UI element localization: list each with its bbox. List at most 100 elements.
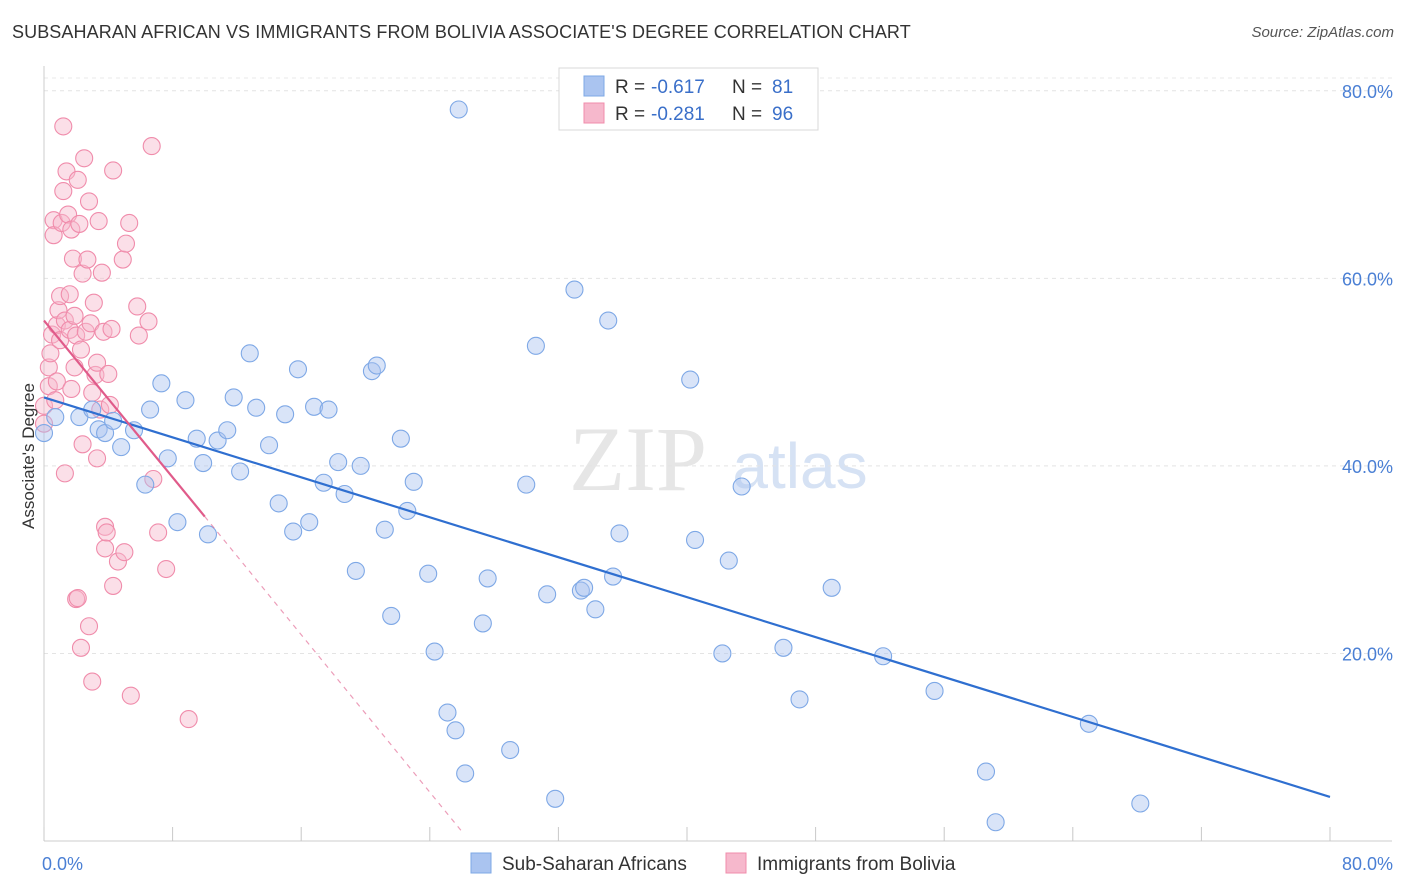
point-bolivia [41, 344, 60, 363]
point-sub-saharan [305, 397, 324, 416]
point-bolivia [142, 137, 161, 156]
point-sub-saharan [526, 336, 545, 355]
point-sub-saharan [565, 280, 584, 299]
point-sub-saharan [367, 356, 386, 375]
point-bolivia [73, 435, 92, 454]
point-sub-saharan [276, 405, 295, 424]
trend-line-sub-saharan [43, 396, 1331, 798]
point-bolivia [108, 552, 127, 571]
point-sub-saharan [586, 600, 605, 619]
point-sub-saharan [346, 561, 365, 580]
legend-n-label-1: N = [732, 77, 762, 98]
point-sub-saharan [176, 391, 195, 410]
watermark: ZIP atlas [569, 408, 868, 510]
x-tick-label-min: 0.0% [42, 854, 83, 874]
point-sub-saharan [419, 564, 438, 583]
legend-r-value-1: -0.617 [651, 77, 705, 98]
point-sub-saharan [168, 513, 187, 532]
point-bolivia [34, 396, 54, 415]
legend-swatch-blue [583, 75, 605, 97]
point-bolivia [104, 576, 123, 595]
point-sub-saharan [194, 454, 213, 473]
point-sub-saharan [446, 721, 465, 740]
point-sub-saharan [46, 408, 65, 427]
point-bolivia [92, 263, 111, 282]
point-sub-saharan [546, 789, 565, 808]
legend-r-label-1: R = [615, 77, 645, 98]
legend-n-value-1: 81 [772, 77, 793, 98]
point-bolivia [54, 117, 73, 136]
point-sub-saharan [571, 581, 590, 600]
bottom-legend: Sub-Saharan Africans Immigrants from Bol… [470, 852, 956, 875]
point-sub-saharan [198, 525, 218, 544]
point-sub-saharan [790, 690, 809, 709]
point-bolivia [83, 672, 102, 691]
point-sub-saharan [362, 362, 381, 381]
point-bolivia [62, 379, 81, 399]
point-bolivia [55, 464, 74, 483]
point-sub-saharan [152, 374, 171, 393]
point-sub-saharan [240, 344, 259, 363]
tick-labels: 20.0% 40.0% 60.0% 80.0% 0.0% 80.0% [42, 82, 1393, 874]
point-bolivia [68, 589, 87, 608]
watermark-zip: ZIP [569, 408, 707, 510]
point-sub-saharan [681, 370, 700, 389]
legend-n-label-2: N = [732, 104, 762, 125]
point-sub-saharan [575, 578, 594, 597]
point-sub-saharan [34, 424, 54, 443]
point-bolivia [149, 523, 168, 542]
point-bolivia [115, 543, 134, 562]
point-sub-saharan [404, 472, 423, 491]
point-sub-saharan [732, 477, 751, 496]
point-bolivia [179, 710, 198, 729]
point-bolivia [71, 340, 91, 359]
point-bolivia [128, 297, 147, 316]
chart-title: SUBSAHARAN AFRICAN VS IMMIGRANTS FROM BO… [12, 22, 911, 42]
bottom-legend-swatch-blue [470, 852, 492, 874]
point-sub-saharan [300, 513, 319, 532]
point-bolivia [55, 311, 74, 330]
point-bolivia [139, 312, 158, 331]
point-sub-saharan [599, 311, 618, 330]
point-sub-saharan [247, 398, 266, 417]
point-sub-saharan [224, 388, 243, 407]
point-bolivia [65, 358, 84, 377]
bottom-legend-label-2: Immigrants from Bolivia [757, 854, 956, 875]
point-bolivia [79, 192, 99, 211]
point-sub-saharan [1131, 794, 1150, 813]
point-bolivia [49, 301, 68, 320]
point-sub-saharan [986, 813, 1005, 832]
point-bolivia [78, 250, 97, 269]
y-tick-label: 60.0% [1342, 269, 1393, 289]
x-tick-label-max: 80.0% [1342, 854, 1393, 874]
point-bolivia [96, 539, 115, 558]
point-sub-saharan [438, 703, 457, 722]
point-sub-saharan [713, 644, 732, 663]
point-sub-saharan [136, 475, 155, 494]
source-label: Source: ZipAtlas.com [1251, 24, 1394, 41]
point-bolivia [34, 414, 54, 433]
point-bolivia [84, 293, 103, 312]
point-sub-saharan [391, 429, 410, 448]
point-sub-saharan [375, 520, 394, 539]
point-sub-saharan [269, 494, 288, 513]
point-bolivia [73, 264, 92, 283]
point-bolivia [100, 395, 119, 414]
point-sub-saharan [925, 681, 944, 701]
y-tick-label: 80.0% [1342, 82, 1393, 102]
point-bolivia [89, 212, 108, 231]
point-sub-saharan [478, 569, 497, 588]
point-bolivia [75, 149, 94, 168]
point-bolivia [79, 617, 99, 636]
legend-r-label-2: R = [615, 104, 645, 125]
point-bolivia [87, 353, 107, 372]
bottom-legend-swatch-pink [725, 852, 747, 874]
point-sub-saharan [218, 421, 237, 440]
point-sub-saharan [382, 606, 401, 625]
trend-line-bolivia [43, 319, 206, 518]
point-bolivia [102, 319, 121, 339]
point-bolivia [47, 372, 66, 391]
bottom-legend-label-1: Sub-Saharan Africans [502, 854, 687, 875]
point-sub-saharan [329, 453, 348, 472]
